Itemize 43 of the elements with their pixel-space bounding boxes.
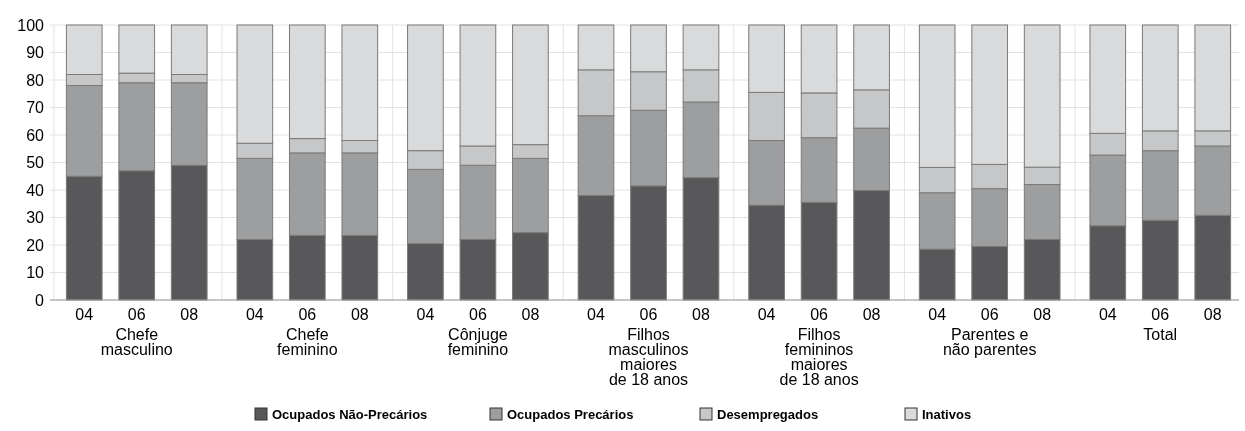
x-tick-label: 04 xyxy=(757,306,776,323)
text: Chefe masculino xyxy=(100,326,173,358)
x-tick-label: 06 xyxy=(810,306,829,323)
text: Total xyxy=(1143,326,1178,343)
legend-label: Desempregados xyxy=(717,407,819,422)
x-tick-label: 04 xyxy=(587,306,606,323)
text: Parentes e não parentes xyxy=(942,326,1037,358)
x-tick-label: 08 xyxy=(350,306,369,323)
text: Cônjuge feminino xyxy=(447,326,509,358)
x-tick-label: 08 xyxy=(692,306,710,323)
y-tick-label: 30 xyxy=(26,209,45,227)
y-tick-label: 0 xyxy=(35,291,45,309)
text: Chefe feminino xyxy=(277,326,338,358)
y-tick-label: 70 xyxy=(26,99,45,117)
y-tick-label: 100 xyxy=(17,16,45,34)
x-tick-label: 08 xyxy=(521,306,540,323)
x-tick-label: 06 xyxy=(298,306,317,323)
x-tick-label: 06 xyxy=(639,306,658,323)
x-tick-label: 04 xyxy=(245,306,264,323)
y-tick-label: 90 xyxy=(26,44,45,62)
text: Filhos femininos maiores de 18 anos xyxy=(779,326,859,388)
x-tick-label: 08 xyxy=(1033,306,1052,323)
y-tick-label: 40 xyxy=(26,181,45,199)
y-tick-label: 60 xyxy=(26,126,45,144)
x-tick-label: 04 xyxy=(416,306,435,323)
x-tick-label: 08 xyxy=(180,306,199,323)
x-tick-label: 06 xyxy=(1151,306,1170,323)
x-tick-label: 04 xyxy=(928,306,947,323)
legend-label: Ocupados Não-Precários xyxy=(272,407,428,422)
y-tick-label: 50 xyxy=(26,154,45,172)
y-tick-label: 80 xyxy=(26,71,45,89)
legend-label: Inativos xyxy=(922,407,972,422)
x-tick-label: 04 xyxy=(75,306,94,323)
x-tick-label: 08 xyxy=(862,306,881,323)
x-tick-label: 06 xyxy=(127,306,146,323)
text: Filhos masculinos maiores de 18 anos xyxy=(608,326,689,388)
x-tick-label: 08 xyxy=(1203,306,1222,323)
y-tick-label: 10 xyxy=(26,264,45,282)
legend-label: Ocupados Precários xyxy=(507,407,634,422)
y-tick-label: 20 xyxy=(26,236,45,254)
x-tick-label: 06 xyxy=(469,306,487,323)
x-tick-label: 04 xyxy=(1098,306,1117,323)
x-tick-label: 06 xyxy=(980,306,999,323)
